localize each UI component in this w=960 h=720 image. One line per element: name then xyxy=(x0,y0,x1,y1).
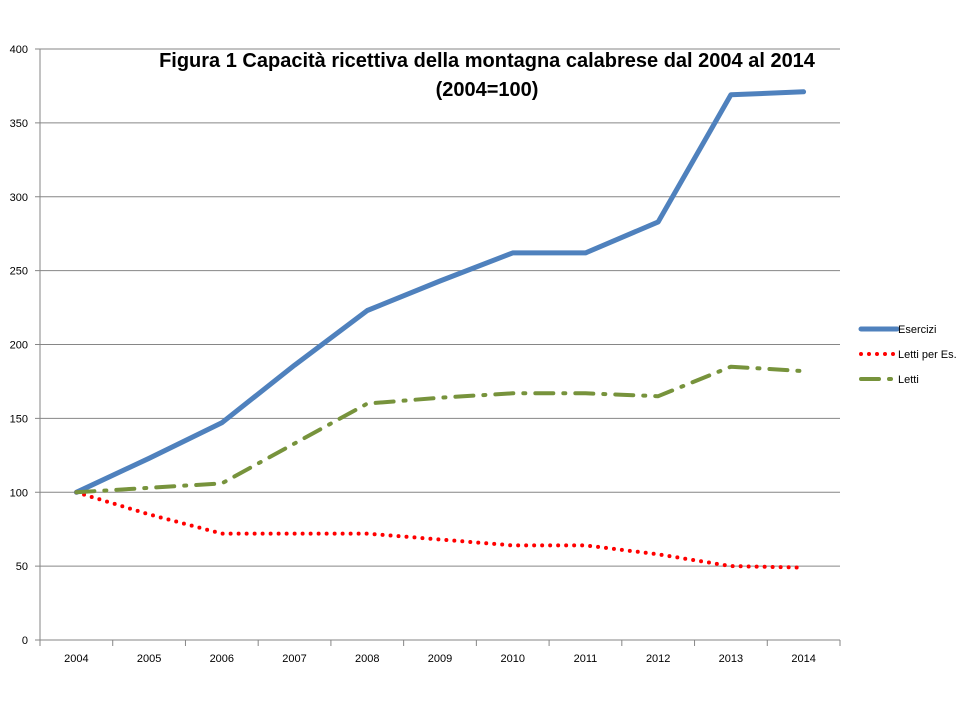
legend-label: Esercizi xyxy=(898,324,937,336)
series-layer xyxy=(73,89,807,570)
chart-title: Figura 1 Capacità ricettiva della montag… xyxy=(159,50,816,72)
x-tick-label: 2012 xyxy=(646,653,670,665)
legend-label: Letti xyxy=(898,374,919,386)
x-tick-label: 2008 xyxy=(355,653,379,665)
y-tick-label: 200 xyxy=(10,340,28,352)
chart-subtitle: (2004=100) xyxy=(436,79,539,101)
x-tick-label: 2014 xyxy=(791,653,815,665)
legend-label: Letti per Es. xyxy=(898,349,957,361)
title-layer: Figura 1 Capacità ricettiva della montag… xyxy=(159,50,816,101)
x-tick-label: 2006 xyxy=(210,653,234,665)
legend: Esercizi Letti per Es. Letti xyxy=(858,324,957,386)
y-tick-label: 400 xyxy=(10,44,28,56)
y-tick-label: 300 xyxy=(10,192,28,204)
series-line-letti xyxy=(74,364,806,495)
x-tick-label: 2011 xyxy=(574,653,598,665)
x-tick-label: 2004 xyxy=(64,653,88,665)
x-tick-label: 2009 xyxy=(428,653,452,665)
x-tick-label: 2013 xyxy=(719,653,743,665)
x-tick-label: 2005 xyxy=(137,653,161,665)
y-tick-label: 50 xyxy=(16,561,28,573)
axis-layer: 0 50 100 150 200 250 300 350 400 2004 2005 2006 2007… xyxy=(10,44,841,665)
x-tick-label: 2010 xyxy=(500,653,524,665)
series-line-letti-per-es xyxy=(74,490,806,570)
x-tick-label: 2007 xyxy=(282,653,306,665)
series-line-esercizi xyxy=(73,89,807,495)
y-tick-label: 150 xyxy=(10,413,28,425)
y-tick-label: 100 xyxy=(10,487,28,499)
grid-layer xyxy=(40,48,840,567)
y-tick-label: 0 xyxy=(22,635,28,647)
y-tick-label: 350 xyxy=(10,118,28,130)
y-tick-label: 250 xyxy=(10,266,28,278)
